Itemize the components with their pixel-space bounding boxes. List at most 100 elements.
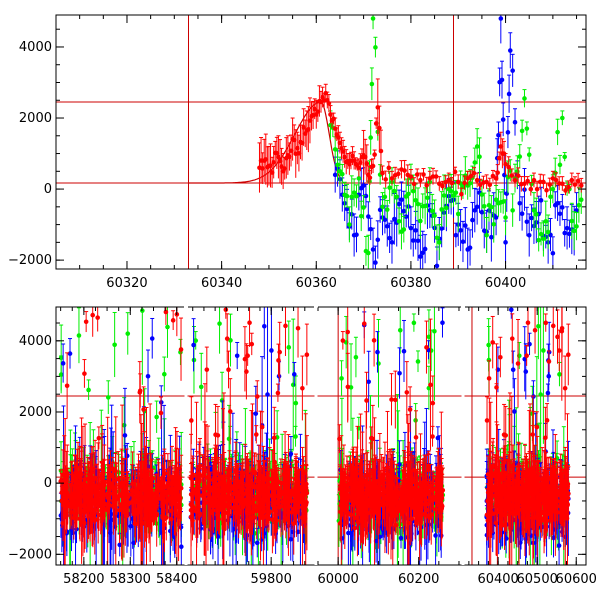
x-tick-label: 60340 (201, 276, 242, 291)
y-tick-label: 2000 (19, 111, 52, 126)
data-point-green (165, 296, 170, 358)
data-point-blue (262, 293, 267, 359)
data-point-green (370, 68, 375, 100)
data-point-blue (510, 54, 515, 87)
data-point-green (371, 8, 376, 29)
data-point-blue (489, 213, 494, 262)
y-tick-label: 0 (44, 476, 52, 491)
data-point-blue (553, 192, 558, 219)
x-tick-label: 60400 (477, 572, 518, 587)
data-point-blue (375, 221, 380, 259)
data-point-red (341, 332, 346, 350)
data-point-blue (507, 75, 512, 113)
data-point-green (154, 401, 159, 433)
data-point-red (409, 170, 414, 184)
data-point-red (551, 296, 556, 356)
data-point-red (434, 171, 439, 182)
data-point-red (82, 360, 87, 388)
data-point-blue (500, 61, 505, 98)
data-point-green (125, 313, 130, 355)
data-point-red (510, 314, 515, 364)
y-tick-label: 2000 (19, 405, 52, 420)
data-point-green (423, 188, 428, 224)
x-tick-label: 58200 (63, 572, 104, 587)
data-point-green (560, 111, 565, 125)
data-point-blue (454, 223, 459, 247)
data-point-blue (525, 207, 530, 236)
data-point-blue (366, 202, 371, 231)
data-point-blue (501, 103, 506, 136)
data-point-blue (420, 231, 425, 274)
data-point-blue (539, 187, 544, 213)
data-point-green (525, 122, 530, 135)
data-point-blue (567, 220, 572, 248)
data-point-blue (562, 220, 567, 247)
x-tick-label: 60320 (106, 276, 147, 291)
data-point-green (520, 120, 525, 141)
data-point-green (517, 145, 522, 169)
data-point-red (487, 361, 492, 396)
data-point-green (338, 157, 343, 185)
data-point-blue (409, 207, 414, 250)
data-point-blue (565, 207, 570, 250)
data-point-blue (560, 194, 565, 220)
data-point-red (372, 150, 377, 159)
data-point-blue (68, 339, 73, 369)
data-point-green (574, 213, 579, 241)
data-point-red (415, 169, 420, 180)
data-point-red (563, 356, 568, 420)
data-point-green (418, 203, 423, 239)
data-point-green (385, 200, 390, 218)
x-tick-label: 60380 (390, 276, 431, 291)
data-point-red (437, 177, 442, 191)
data-point-blue (551, 237, 556, 270)
x-tick-label: 59800 (250, 572, 291, 587)
data-point-green (522, 90, 527, 108)
data-point-green (416, 188, 421, 220)
data-point-green (555, 119, 560, 145)
top-plot-area (56, 0, 586, 285)
data-point-green (468, 170, 473, 197)
data-point-green (354, 185, 359, 208)
data-point-red (543, 314, 548, 332)
data-point-green (398, 307, 403, 354)
data-point-blue (333, 157, 338, 193)
data-point-green (572, 212, 577, 250)
data-point-green (430, 194, 435, 227)
data-point-blue (179, 524, 184, 569)
data-point-red (254, 426, 259, 444)
x-tick-label: 60000 (317, 572, 358, 587)
data-point-blue (499, 0, 504, 43)
data-point-red (296, 299, 301, 358)
data-point-green (373, 37, 378, 57)
data-point-red (535, 181, 540, 197)
data-point-blue (368, 218, 373, 240)
data-point-green (354, 337, 359, 377)
y-tick-label: 4000 (19, 40, 52, 55)
x-tick-label: 58400 (156, 572, 197, 587)
bottom-segment-3 (463, 257, 586, 600)
data-point-blue (468, 230, 473, 266)
data-point-green (456, 196, 461, 232)
data-point-green (510, 194, 515, 227)
data-point-red (179, 318, 184, 381)
data-point-red (485, 397, 490, 444)
data-point-green (86, 380, 91, 400)
data-point-blue (435, 247, 440, 285)
data-point-green (178, 339, 183, 365)
data-point-green (368, 121, 373, 155)
data-point-red (566, 324, 571, 385)
data-point-green (199, 353, 204, 420)
y-tick-label: 0 (44, 182, 52, 197)
data-point-green (364, 236, 369, 265)
data-point-green (291, 319, 296, 450)
data-point-red (560, 262, 565, 401)
data-point-green (77, 308, 82, 363)
data-point-green (217, 294, 222, 354)
data-point-blue (523, 344, 528, 400)
data-point-green (402, 216, 407, 242)
data-point-green (349, 176, 354, 218)
data-point-blue (440, 308, 445, 338)
